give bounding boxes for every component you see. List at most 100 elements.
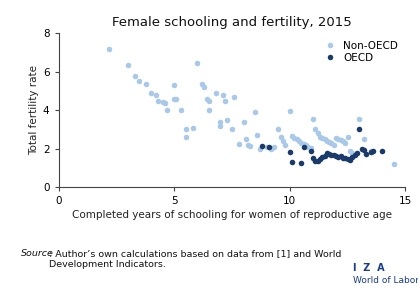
Point [256, 146, 263, 151]
Point [263, 144, 270, 149]
Point [194, 61, 201, 66]
Point [277, 135, 284, 140]
Point [252, 110, 258, 114]
Point [136, 79, 143, 84]
Point [206, 98, 212, 103]
Point [340, 156, 347, 161]
Point [333, 136, 339, 140]
Point [259, 143, 265, 148]
Point [363, 151, 370, 156]
Point [173, 96, 180, 101]
Point [326, 140, 332, 144]
Point [298, 161, 305, 165]
Point [307, 145, 314, 150]
Point [356, 117, 362, 121]
Point [330, 143, 337, 147]
Point [349, 150, 356, 155]
Point [229, 127, 235, 132]
Point [335, 155, 342, 160]
Point [224, 117, 231, 122]
Point [219, 92, 226, 97]
Point [367, 149, 374, 154]
Point [328, 140, 335, 145]
Point [217, 123, 224, 128]
Point [286, 109, 293, 114]
Point [316, 157, 323, 162]
Point [247, 143, 254, 148]
Point [307, 148, 314, 153]
Point [367, 148, 374, 153]
Point [242, 137, 249, 142]
Point [360, 147, 367, 152]
Point [310, 117, 316, 121]
Text: : Author’s own calculations based on data from [1] and World
Development Indicat: : Author’s own calculations based on dat… [49, 249, 342, 268]
Point [203, 96, 210, 101]
Point [178, 108, 184, 113]
Point [293, 137, 300, 142]
Text: I  Z  A: I Z A [353, 263, 385, 273]
Point [310, 156, 316, 161]
Point [171, 96, 178, 101]
Point [164, 108, 171, 113]
Point [303, 143, 309, 147]
Point [324, 150, 330, 155]
Point [319, 155, 326, 160]
Point [231, 94, 238, 99]
Point [328, 152, 335, 157]
Point [335, 137, 342, 142]
Point [286, 149, 293, 154]
Point [301, 142, 307, 146]
Point [379, 148, 386, 153]
Point [159, 99, 166, 104]
Point [390, 162, 397, 167]
Point [275, 127, 282, 132]
Point [199, 82, 205, 87]
Point [125, 63, 131, 67]
Point [152, 92, 159, 97]
Point [333, 154, 339, 159]
Y-axis label: Total fertility rate: Total fertility rate [29, 65, 39, 155]
Point [340, 139, 347, 143]
Point [266, 144, 273, 149]
Point [217, 119, 224, 124]
Point [106, 46, 113, 51]
Point [347, 158, 353, 163]
Point [155, 98, 161, 103]
Point [298, 140, 305, 145]
Point [342, 140, 349, 145]
Point [182, 135, 189, 140]
Text: Source: Source [21, 249, 54, 258]
Point [289, 160, 296, 165]
Point [132, 73, 138, 78]
Point [370, 148, 377, 153]
Point [326, 151, 332, 156]
Point [349, 155, 356, 160]
Point [347, 148, 353, 153]
Point [360, 137, 367, 142]
Point [356, 126, 362, 131]
Point [321, 154, 328, 159]
X-axis label: Completed years of schooling for women of reproductive age: Completed years of schooling for women o… [72, 210, 392, 220]
Point [280, 139, 286, 143]
Point [143, 82, 150, 87]
Legend: Non-OECD, OECD: Non-OECD, OECD [317, 38, 400, 65]
Point [301, 144, 307, 149]
Point [351, 152, 358, 157]
Title: Female schooling and fertility, 2015: Female schooling and fertility, 2015 [112, 16, 352, 29]
Point [212, 91, 219, 95]
Point [245, 143, 252, 147]
Point [171, 83, 178, 88]
Point [312, 127, 319, 132]
Point [291, 136, 298, 140]
Point [270, 144, 277, 149]
Point [337, 154, 344, 159]
Point [314, 159, 321, 164]
Point [358, 146, 365, 151]
Point [351, 151, 358, 156]
Point [312, 159, 319, 164]
Point [344, 135, 351, 140]
Point [148, 91, 154, 95]
Point [354, 150, 360, 155]
Point [240, 119, 247, 124]
Point [296, 139, 302, 143]
